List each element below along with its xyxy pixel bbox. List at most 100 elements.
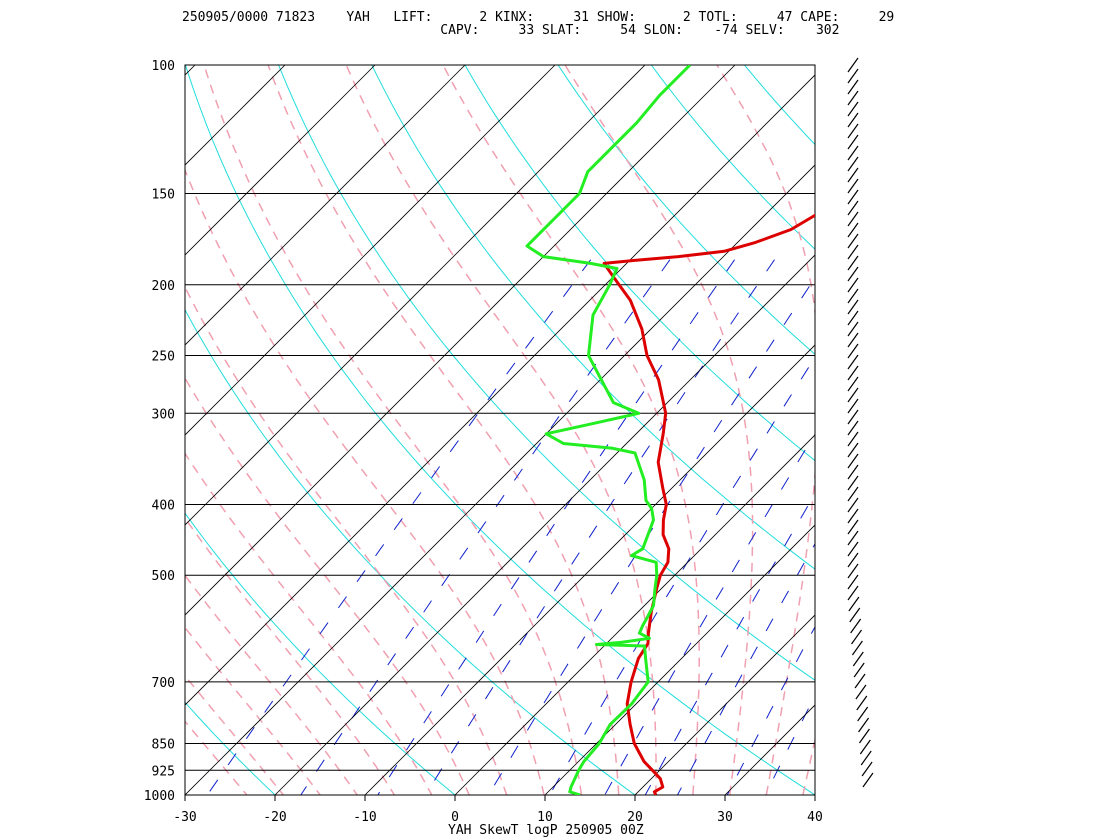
wind-barb xyxy=(857,706,869,722)
temperature-tick-label: 20 xyxy=(627,810,643,825)
dry-adiabat xyxy=(278,65,815,681)
dry-adiabat xyxy=(371,65,815,570)
wind-barb xyxy=(847,519,859,535)
dry-adiabat xyxy=(464,65,815,462)
wind-barb xyxy=(847,156,859,172)
temperature-tick-label: -10 xyxy=(353,810,376,825)
background-lines xyxy=(185,65,815,795)
temperature-tick-label: -30 xyxy=(173,810,196,825)
pressure-tick-label: 150 xyxy=(152,188,175,203)
mixing-ratio-line xyxy=(424,259,775,795)
wind-barb xyxy=(858,717,870,733)
wind-barbs xyxy=(847,57,874,788)
wind-barb xyxy=(847,90,859,106)
pressure-tick-label: 1000 xyxy=(144,789,175,804)
wind-barb xyxy=(847,233,859,249)
wind-barb xyxy=(847,178,859,194)
wind-barb xyxy=(847,343,859,359)
header-line-1: 250905/0000 71823 YAH LIFT: 2 KINX: 31 S… xyxy=(182,10,894,25)
temperature-tick-label: 10 xyxy=(537,810,553,825)
wind-barb xyxy=(847,365,859,381)
wind-barb xyxy=(847,398,859,414)
temperature-tick-label: 40 xyxy=(807,810,823,825)
wind-barb xyxy=(847,145,859,161)
wind-barb xyxy=(850,618,862,634)
wind-barb xyxy=(847,189,859,205)
wind-barb xyxy=(847,442,859,458)
wind-barb xyxy=(847,563,859,579)
wind-barb xyxy=(847,244,859,260)
pressure-tick-label: 400 xyxy=(152,499,175,514)
wind-barb xyxy=(851,629,863,645)
mixing-ratio-line xyxy=(206,259,592,795)
moist-adiabat xyxy=(185,376,471,795)
isotherm-line xyxy=(185,74,815,706)
wind-barb xyxy=(847,255,859,271)
chart-footer-title: YAH SkewT logP 250905 00Z xyxy=(448,823,644,838)
isotherm-line xyxy=(454,434,815,795)
moist-adiabat xyxy=(185,674,285,795)
wind-barb xyxy=(847,266,859,282)
dry-adiabat xyxy=(557,65,815,355)
isotherm-line xyxy=(185,65,376,256)
wind-barb xyxy=(847,486,859,502)
pressure-tick-label: 300 xyxy=(152,407,175,422)
temperature-tick-label: 30 xyxy=(717,810,733,825)
wind-barb xyxy=(847,68,859,84)
wind-barb xyxy=(847,112,859,128)
wind-barb xyxy=(854,673,866,689)
mixing-ratio-line xyxy=(644,492,815,795)
pressure-tick-label: 500 xyxy=(152,569,175,584)
sounding-traces xyxy=(525,65,815,795)
wind-barb xyxy=(862,772,874,788)
wind-barb xyxy=(859,739,871,755)
dry-adiabat xyxy=(185,308,636,795)
wind-barb xyxy=(847,585,859,601)
moist-adiabat xyxy=(185,285,508,795)
wind-barb xyxy=(851,640,863,656)
mixing-ratio-line xyxy=(488,276,815,795)
pressure-tick-label: 700 xyxy=(152,676,175,691)
wind-barb xyxy=(847,57,859,73)
temperature-tick-label: 0 xyxy=(451,810,459,825)
header-line-2: CAPV: 33 SLAT: 54 SLON: -74 SELV: 302 xyxy=(182,23,839,38)
plot-frame xyxy=(184,64,816,796)
isotherm-line xyxy=(185,65,466,346)
moist-adiabat xyxy=(802,736,815,795)
wind-barb xyxy=(847,376,859,392)
moist-adiabat xyxy=(185,720,248,795)
wind-barb xyxy=(858,728,870,744)
wind-barb xyxy=(847,299,859,315)
isotherm-line xyxy=(544,524,815,795)
isotherm-line xyxy=(185,65,736,616)
wind-barb xyxy=(847,167,859,183)
dry-adiabat xyxy=(650,65,815,250)
wind-barb xyxy=(847,79,859,95)
wind-barb xyxy=(847,211,859,227)
moist-adiabat xyxy=(185,574,359,795)
moist-adiabat xyxy=(185,452,433,795)
pressure-tick-label: 850 xyxy=(152,737,175,752)
pressure-tick-label: 200 xyxy=(152,279,175,294)
wind-barb xyxy=(847,200,859,216)
mixing-ratio-line xyxy=(300,259,671,795)
dry-adiabat xyxy=(185,65,815,795)
moist-adiabat xyxy=(185,626,322,795)
moist-adiabat xyxy=(442,65,700,795)
wind-barb xyxy=(847,321,859,337)
moist-adiabat xyxy=(716,65,815,795)
wind-barb xyxy=(855,684,867,700)
wind-barb xyxy=(847,475,859,491)
wind-barb xyxy=(847,409,859,425)
temperature-trace xyxy=(602,213,815,795)
wind-barb xyxy=(847,453,859,469)
wind-barb xyxy=(847,464,859,480)
wind-barb xyxy=(847,123,859,139)
isotherm-line xyxy=(364,344,815,795)
wind-barb xyxy=(847,497,859,513)
wind-barb xyxy=(847,552,859,568)
isotherm-line xyxy=(185,65,646,526)
moist-adiabat xyxy=(267,65,620,795)
